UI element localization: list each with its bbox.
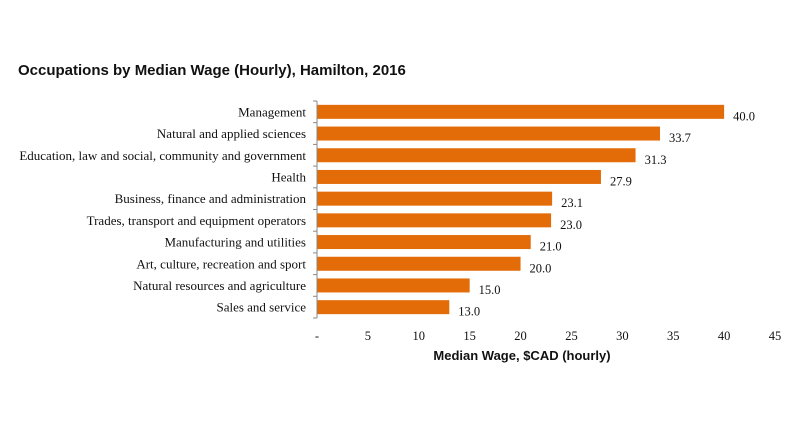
x-tick-label: 45	[769, 329, 782, 343]
x-axis-title: Median Wage, $CAD (hourly)	[433, 348, 610, 363]
bar	[317, 300, 450, 315]
category-label: Art, culture, recreation and sport	[136, 256, 306, 271]
category-label: Natural resources and agriculture	[133, 278, 306, 293]
category-label: Manufacturing and utilities	[164, 235, 306, 250]
x-tick-label: 10	[413, 329, 426, 343]
category-label: Health	[271, 169, 306, 184]
value-labels: 40.0 33.731.3 27.9 23.1 23.0 21.0 20.0 15.0 13.0	[458, 109, 755, 318]
value-label: 31.3	[645, 153, 667, 167]
category-label: Trades, transport and equipment operator…	[87, 213, 306, 228]
bar	[317, 104, 725, 119]
category-labels: Management Natural and applied sciences Ed…	[19, 104, 306, 314]
value-label: 33.7	[669, 131, 691, 145]
category-label: Natural and applied sciences	[157, 126, 306, 141]
value-label: 21.0	[540, 240, 562, 254]
value-label: 40.0	[733, 109, 755, 123]
bars-group	[317, 104, 725, 315]
bar	[317, 191, 553, 206]
bar	[317, 235, 531, 250]
x-tick-label: 40	[718, 329, 731, 343]
x-tick-label: 35	[667, 329, 680, 343]
chart-title: Occupations by Median Wage (Hourly), Ham…	[18, 62, 406, 79]
value-label: 27.9	[610, 174, 632, 188]
bar	[317, 169, 601, 184]
value-label: 15.0	[479, 283, 501, 297]
value-label: 23.1	[561, 196, 583, 210]
category-label: Sales and service	[216, 300, 306, 315]
category-label: Management	[238, 104, 306, 119]
y-axis-ticks	[313, 100, 317, 319]
value-label: 23.0	[560, 218, 582, 232]
bar	[317, 278, 470, 293]
bar	[317, 256, 521, 271]
bar	[317, 126, 660, 141]
value-label: 13.0	[458, 305, 480, 319]
x-tick-label: 15	[463, 329, 476, 343]
category-label: Business, finance and administration	[115, 191, 307, 206]
category-label: Education, law and social, community and…	[19, 148, 306, 163]
bar	[317, 213, 552, 228]
x-axis-tick-labels: - 5 10 15 20 25 30 35 40 45	[315, 329, 781, 343]
x-tick-label: 5	[365, 329, 371, 343]
value-label: 20.0	[530, 261, 552, 275]
x-tick-label: 25	[565, 329, 578, 343]
x-tick-label: 20	[514, 329, 527, 343]
bar	[317, 148, 636, 163]
x-tick-label: 30	[616, 329, 629, 343]
x-tick-label: -	[315, 329, 319, 343]
